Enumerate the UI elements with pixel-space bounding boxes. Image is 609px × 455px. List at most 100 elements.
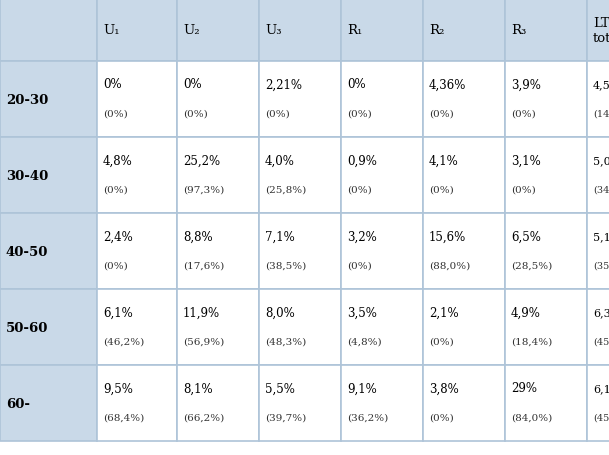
Text: LT
totalt: LT totalt [593,17,609,45]
Bar [341,138,423,213]
Text: 5,5%: 5,5% [265,381,295,394]
Text: (0%): (0%) [347,261,371,269]
Bar [97,213,177,289]
Text: (0%): (0%) [429,185,454,194]
Text: 3,9%: 3,9% [511,78,541,91]
Text: 3,8%: 3,8% [429,381,459,394]
Bar [505,365,587,441]
Text: 50-60: 50-60 [6,321,48,334]
Text: 4,9%: 4,9% [511,306,541,318]
Bar [97,62,177,138]
Text: (0%): (0%) [103,185,128,194]
Text: 60-: 60- [6,397,30,410]
Text: 4,1%: 4,1% [429,154,459,167]
Text: (35,1%): (35,1%) [593,261,609,269]
Bar [0,62,97,138]
Bar [587,213,609,289]
Text: 3,2%: 3,2% [347,230,377,243]
Bar [177,0,259,62]
Text: 6,1%: 6,1% [593,383,609,393]
Text: 3,5%: 3,5% [347,306,377,318]
Text: (45,0%): (45,0%) [593,412,609,421]
Text: 6,5%: 6,5% [511,230,541,243]
Text: 4,8%: 4,8% [103,154,133,167]
Text: (18,4%): (18,4%) [511,336,552,345]
Text: (45,5%): (45,5%) [593,336,609,345]
Text: (0%): (0%) [103,261,128,269]
Bar [177,62,259,138]
Text: 11,9%: 11,9% [183,306,220,318]
Bar [341,213,423,289]
Bar [505,213,587,289]
Text: (36,2%): (36,2%) [347,412,389,421]
Bar [423,289,505,365]
Bar [587,138,609,213]
Text: U₃: U₃ [265,25,281,37]
Text: (88,0%): (88,0%) [429,261,470,269]
Bar [97,365,177,441]
Text: (38,5%): (38,5%) [265,261,306,269]
Bar [423,365,505,441]
Bar [259,62,341,138]
Text: (34,3%): (34,3%) [593,185,609,194]
Bar [587,0,609,62]
Bar [259,138,341,213]
Text: (97,3%): (97,3%) [183,185,224,194]
Bar [423,213,505,289]
Text: 6,3%: 6,3% [593,307,609,317]
Bar [259,365,341,441]
Bar [0,289,97,365]
Text: 8,1%: 8,1% [183,381,213,394]
Text: (0%): (0%) [429,412,454,421]
Text: 9,5%: 9,5% [103,381,133,394]
Text: 2,1%: 2,1% [429,306,459,318]
Text: 5,1%: 5,1% [593,231,609,241]
Text: 29%: 29% [511,381,537,394]
Bar [505,62,587,138]
Text: 4,0%: 4,0% [265,154,295,167]
Bar [423,62,505,138]
Bar [177,138,259,213]
Text: (25,8%): (25,8%) [265,185,306,194]
Bar [505,289,587,365]
Text: 8,8%: 8,8% [183,230,213,243]
Text: 4,5: 4,5 [593,80,609,90]
Text: (14,8%): (14,8%) [593,109,609,118]
Bar [97,138,177,213]
Bar [341,62,423,138]
Text: 30-40: 30-40 [6,169,48,182]
Bar [0,0,97,62]
Text: 2,21%: 2,21% [265,78,302,91]
Text: 6,1%: 6,1% [103,306,133,318]
Text: (46,2%): (46,2%) [103,336,144,345]
Bar [177,213,259,289]
Text: (66,2%): (66,2%) [183,412,224,421]
Bar [587,62,609,138]
Text: (28,5%): (28,5%) [511,261,552,269]
Bar [505,0,587,62]
Text: (0%): (0%) [429,109,454,118]
Text: 5,0%: 5,0% [593,156,609,166]
Text: (0%): (0%) [429,336,454,345]
Bar [259,0,341,62]
Text: (0%): (0%) [265,109,290,118]
Text: (4,8%): (4,8%) [347,336,382,345]
Text: 25,2%: 25,2% [183,154,220,167]
Text: U₂: U₂ [183,25,200,37]
Bar [505,138,587,213]
Text: (39,7%): (39,7%) [265,412,306,421]
Bar [587,365,609,441]
Bar [341,0,423,62]
Bar [423,0,505,62]
Text: (0%): (0%) [511,109,536,118]
Text: U₁: U₁ [103,25,119,37]
Bar [587,289,609,365]
Text: 8,0%: 8,0% [265,306,295,318]
Text: 0%: 0% [347,78,365,91]
Text: (0%): (0%) [511,185,536,194]
Text: (0%): (0%) [347,185,371,194]
Text: 0%: 0% [103,78,122,91]
Text: (17,6%): (17,6%) [183,261,224,269]
Text: 0%: 0% [183,78,202,91]
Bar [0,138,97,213]
